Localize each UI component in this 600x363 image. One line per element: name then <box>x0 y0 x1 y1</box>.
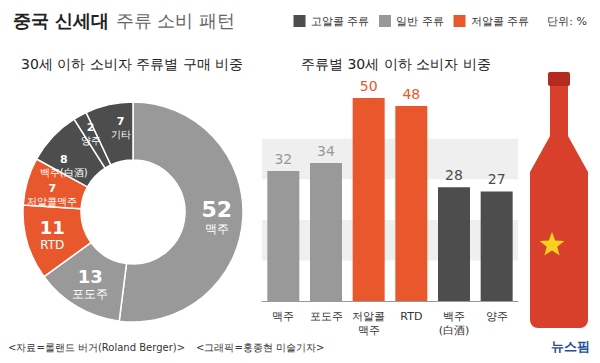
svg-text:맥주: 맥주 <box>272 310 294 323</box>
svg-text:저알콜맥주: 저알콜맥주 <box>27 196 77 207</box>
svg-text:52: 52 <box>202 197 233 222</box>
svg-text:2: 2 <box>87 121 95 134</box>
svg-text:34: 34 <box>317 143 335 159</box>
svg-text:맥주: 맥주 <box>358 324 380 337</box>
svg-text:7: 7 <box>49 182 57 195</box>
svg-text:주류 소비 패턴: 주류 소비 패턴 <box>116 10 235 31</box>
svg-text:<자료=롤랜드 버거(Roland Berger)>: <자료=롤랜드 버거(Roland Berger)> <box>8 342 185 353</box>
svg-text:27: 27 <box>488 171 506 187</box>
svg-text:중국 신세대: 중국 신세대 <box>13 10 109 31</box>
svg-text:<그래픽=홍종현 미술기자>: <그래픽=홍종현 미술기자> <box>196 342 324 353</box>
svg-text:백주: 백주 <box>443 310 465 323</box>
svg-text:양주: 양주 <box>486 310 508 323</box>
svg-text:맥주: 맥주 <box>205 222 229 236</box>
svg-text:포도주: 포도주 <box>72 287 108 301</box>
svg-text:8: 8 <box>60 153 68 166</box>
svg-text:포도주: 포도주 <box>310 310 343 323</box>
svg-text:48: 48 <box>402 86 420 102</box>
svg-text:고알콜 주류: 고알콜 주류 <box>311 15 370 28</box>
svg-text:28: 28 <box>445 167 463 183</box>
svg-text:RTD: RTD <box>40 238 64 252</box>
svg-text:(白酒): (白酒) <box>439 324 470 337</box>
svg-text:주류별 30세 이하 소비자 비중: 주류별 30세 이하 소비자 비중 <box>301 56 491 72</box>
svg-text:RTD: RTD <box>400 310 422 323</box>
svg-text:단위: %: 단위: % <box>547 15 587 28</box>
svg-text:32: 32 <box>274 151 292 167</box>
svg-text:50: 50 <box>360 78 378 94</box>
svg-text:11: 11 <box>40 217 65 238</box>
svg-text:저알콜 주류: 저알콜 주류 <box>471 15 530 28</box>
svg-text:백주(白酒): 백주(白酒) <box>40 167 88 178</box>
svg-text:기타: 기타 <box>111 129 131 140</box>
svg-text:양주: 양주 <box>81 135 101 146</box>
svg-text:30세 이하 소비자 주류별 구매 비중: 30세 이하 소비자 주류별 구매 비중 <box>21 56 243 72</box>
svg-text:7: 7 <box>117 115 125 128</box>
svg-text:뉴스핌: 뉴스핌 <box>551 339 590 354</box>
svg-text:13: 13 <box>78 266 103 287</box>
svg-text:일반 주류: 일반 주류 <box>396 15 444 28</box>
svg-text:저알콜: 저알콜 <box>352 310 385 323</box>
